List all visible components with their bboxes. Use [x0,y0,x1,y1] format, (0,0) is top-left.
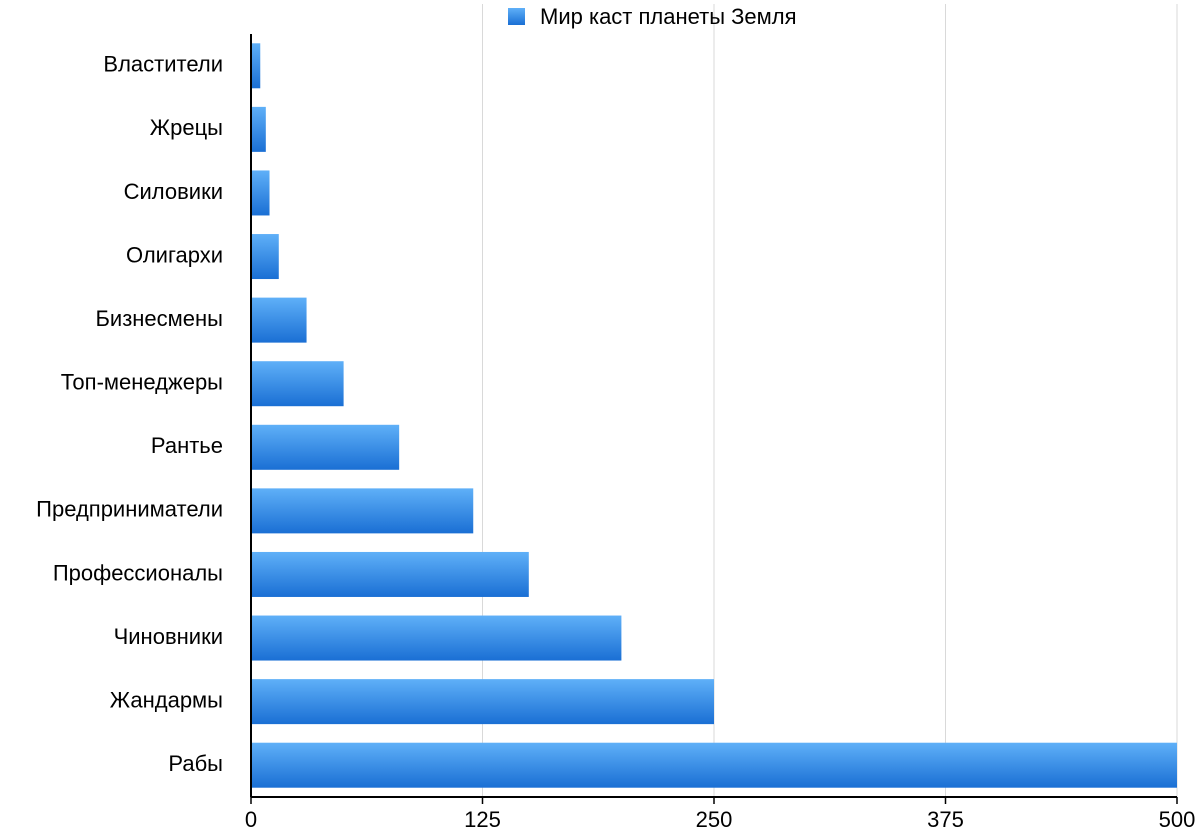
y-tick-label: Чиновники [114,624,223,649]
y-tick-label: Жандармы [110,687,223,712]
bar [251,106,266,152]
bar [251,615,622,661]
y-tick-label: Рантье [151,433,223,458]
y-tick-label: Рабы [168,751,223,776]
legend-label: Мир каст планеты Земля [540,4,797,29]
y-tick-label: Топ-менеджеры [61,370,223,395]
bar [251,234,279,280]
x-tick-label: 500 [1159,807,1196,832]
y-tick-label: Жрецы [150,115,223,140]
bar [251,551,529,597]
bar [251,424,400,470]
y-tick-label: Профессионалы [53,560,223,585]
x-tick-label: 0 [245,807,257,832]
y-tick-label: Властители [103,52,223,77]
bar [251,488,474,534]
x-tick-label: 125 [464,807,501,832]
bar [251,679,714,725]
bar [251,43,261,89]
legend-swatch [508,8,525,25]
bar [251,361,344,407]
y-tick-label: Олигархи [126,242,223,267]
bar [251,742,1177,788]
bar [251,297,307,343]
x-tick-label: 375 [927,807,964,832]
y-tick-label: Бизнесмены [95,306,223,331]
x-tick-label: 250 [696,807,733,832]
y-tick-label: Силовики [124,179,223,204]
y-tick-label: Предприниматели [36,497,223,522]
bar [251,170,270,216]
